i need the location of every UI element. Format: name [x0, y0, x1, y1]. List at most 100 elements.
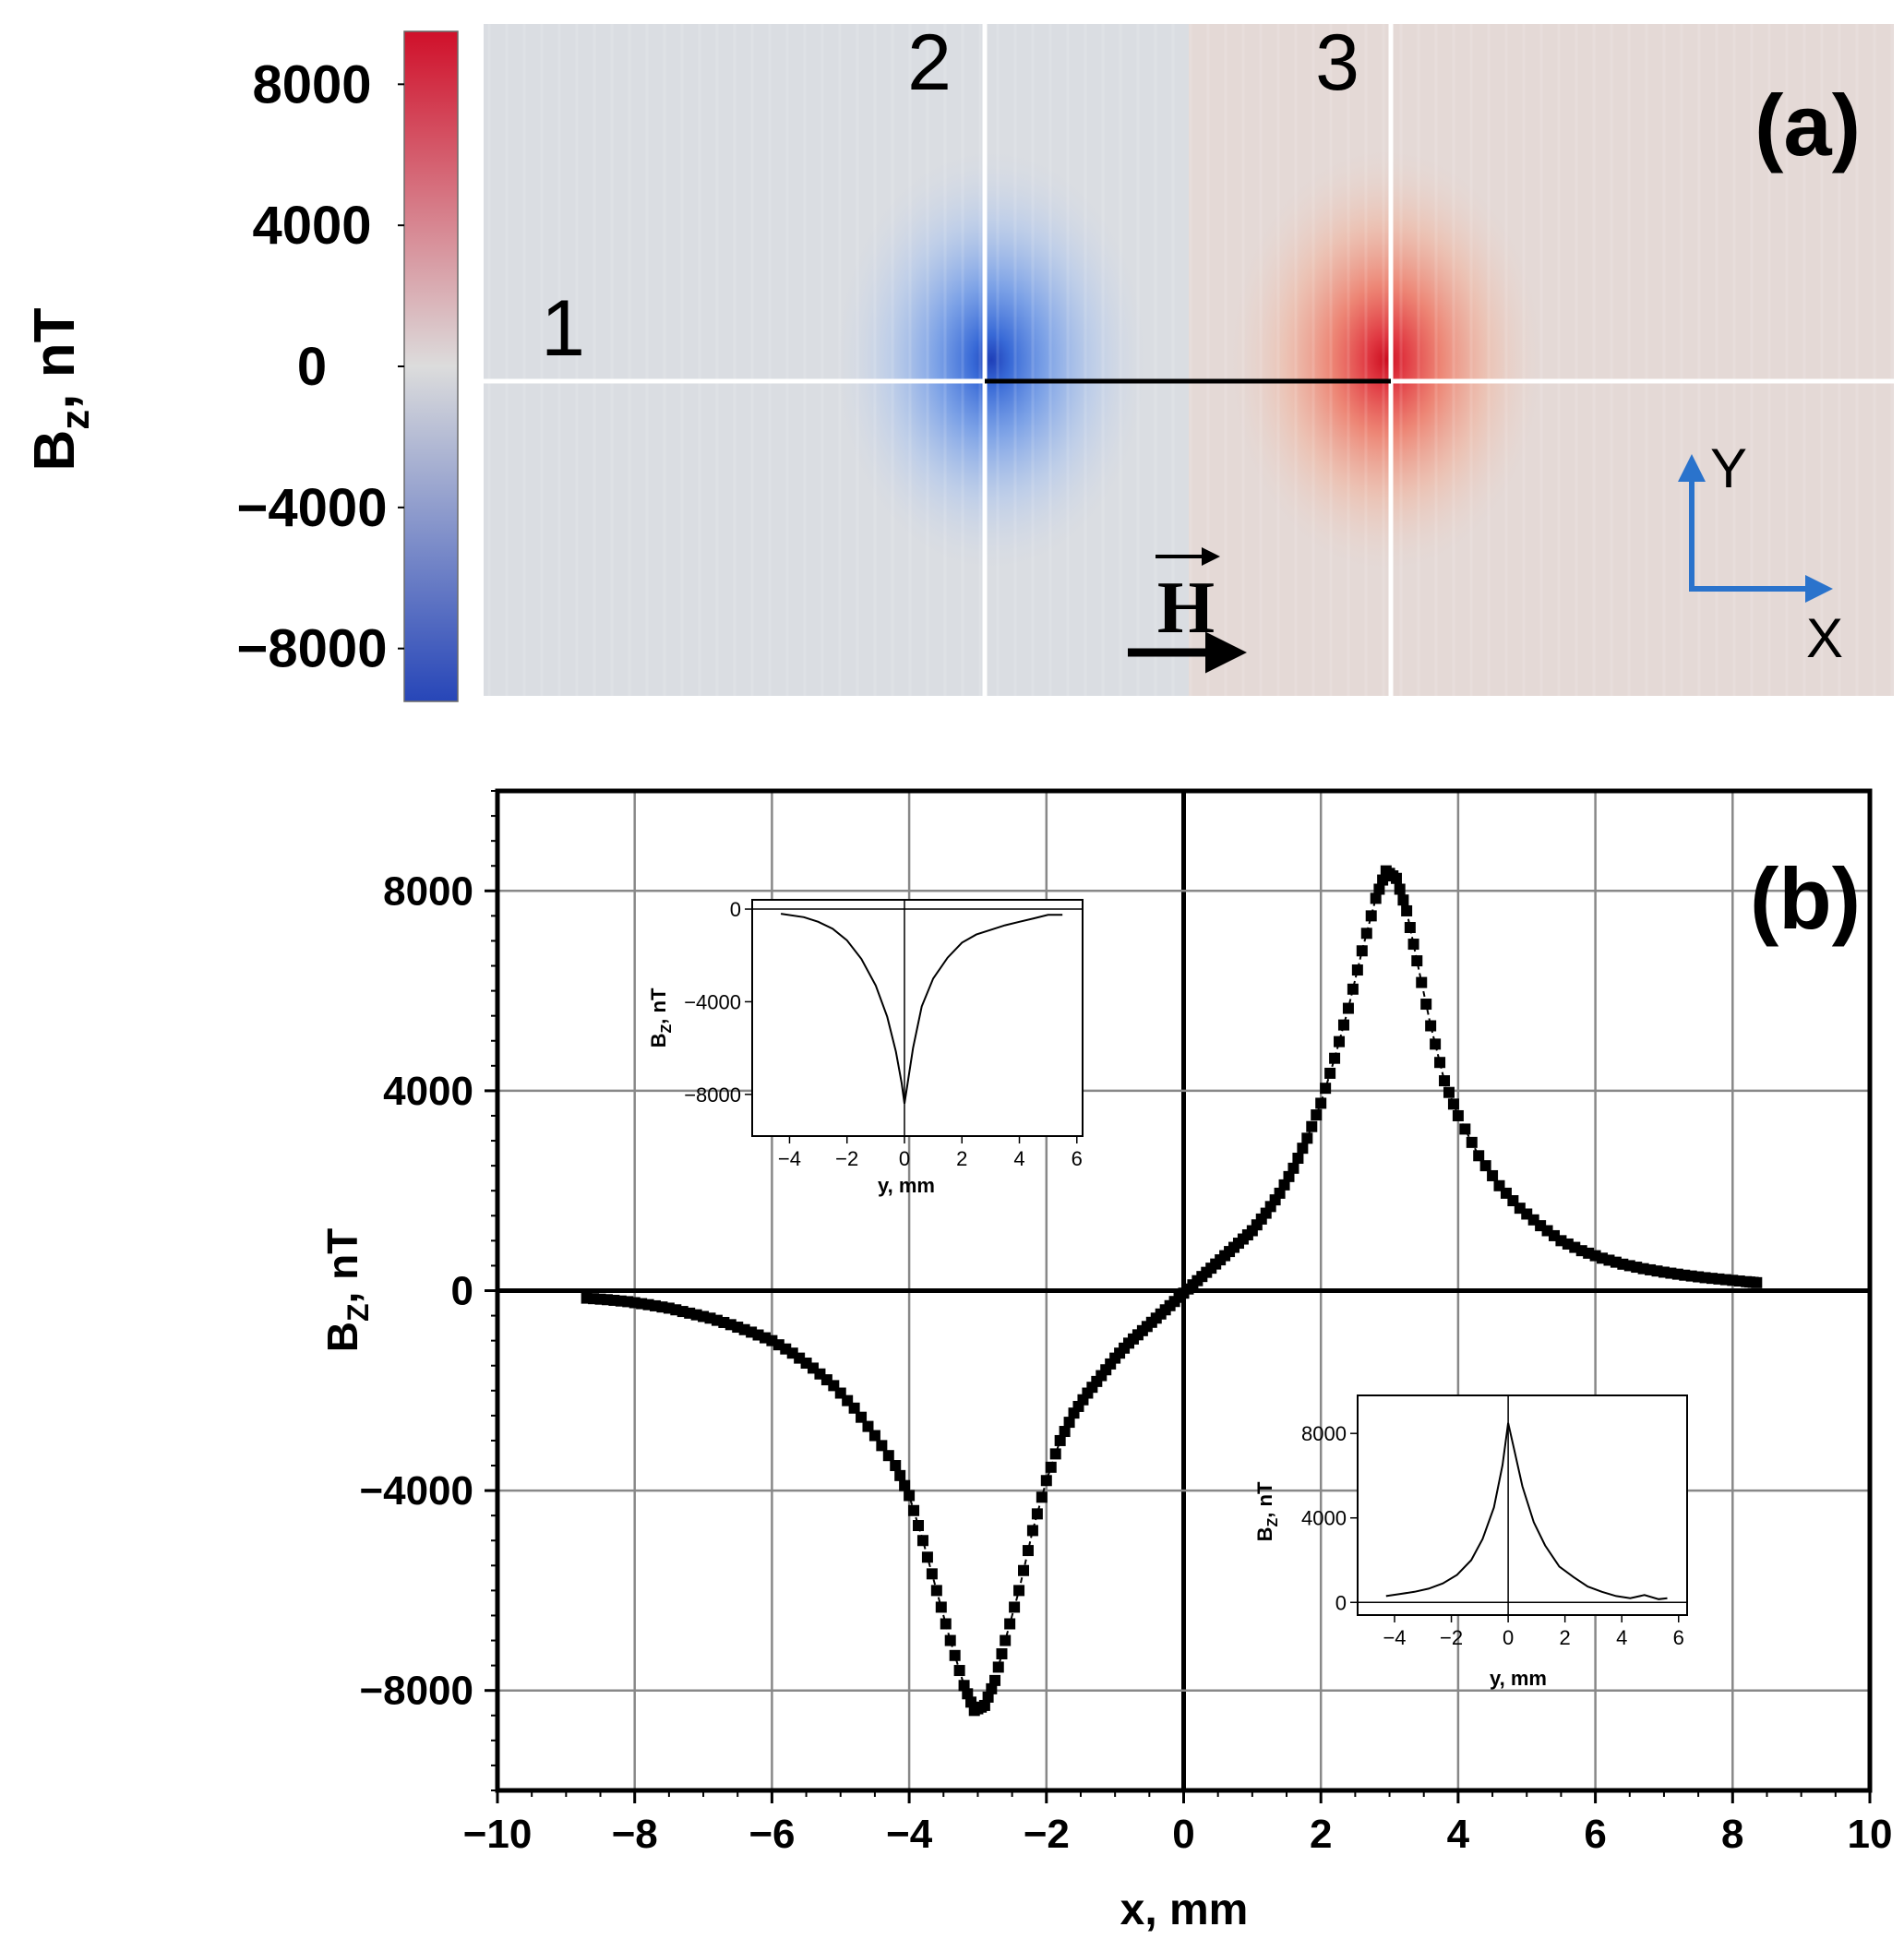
main-data-point	[1425, 1020, 1437, 1032]
main-data-point	[882, 1450, 894, 1462]
main-xtick-label: −2	[1024, 1812, 1070, 1857]
main-data-point	[1315, 1097, 1327, 1109]
field-label-h: H	[1157, 568, 1215, 649]
colorbar-tick-label: 0	[297, 337, 327, 397]
inset-1-xtick-label: 4	[1616, 1626, 1627, 1649]
svg-text:Bz, nT: Bz, nT	[23, 307, 98, 471]
main-data-point	[913, 1520, 925, 1532]
main-data-point	[916, 1535, 928, 1547]
main-data-point	[978, 1699, 990, 1711]
main-data-point	[856, 1411, 868, 1423]
inset-0-xtick-label: 4	[1013, 1147, 1024, 1170]
main-data-point	[1390, 872, 1402, 884]
x-axis-letter: X	[1806, 607, 1843, 669]
inset-0-ylabel: BZ, nT	[647, 987, 675, 1047]
inset-0-ytick-label: −8000	[684, 1083, 741, 1107]
main-ylabel-sub: Z	[341, 1303, 375, 1322]
inset-1-xtick-label: −2	[1440, 1626, 1463, 1649]
main-ytick-label: 0	[451, 1269, 473, 1314]
main-data-point	[1059, 1426, 1071, 1438]
main-xtick-label: 2	[1310, 1812, 1332, 1857]
axes-indicator: Y X	[1678, 437, 1843, 669]
main-xtick-label: −8	[612, 1812, 658, 1857]
main-ytick-label: 4000	[383, 1069, 473, 1114]
main-data-point	[890, 1460, 902, 1472]
main-data-point	[1054, 1434, 1066, 1446]
heatmap	[484, 24, 1894, 696]
main-xtick-label: 4	[1447, 1812, 1470, 1857]
colorbar-tick-label: −4000	[237, 478, 388, 538]
main-data-point	[1401, 904, 1413, 916]
main-data-point	[908, 1504, 920, 1516]
main-data-point	[1022, 1545, 1034, 1557]
main-data-point	[1420, 999, 1432, 1011]
main-data-point	[1306, 1120, 1318, 1132]
inset-0-ylabel-sub: Z	[659, 1024, 675, 1034]
inset-1-ytick-label: 0	[1335, 1591, 1347, 1614]
svg-text:BZ, nT: BZ, nT	[1253, 1481, 1281, 1541]
panel-a: Bz, nT 8000 4000 0 −4000 −8000 1 2 3 (a) H Y…	[23, 18, 1894, 702]
main-series	[581, 865, 1763, 1717]
inset-0-xtick-label: 0	[899, 1147, 910, 1170]
inset-1-ylabel: BZ, nT	[1253, 1481, 1281, 1541]
main-data-point	[904, 1490, 916, 1502]
main-data-point	[1751, 1276, 1763, 1288]
main-data-point	[1360, 928, 1372, 940]
main-data-point	[1434, 1057, 1446, 1069]
main-data-point	[1411, 955, 1423, 967]
main-data-point	[1443, 1086, 1455, 1098]
main-data-point	[1347, 983, 1359, 995]
line-label-1: 1	[541, 284, 585, 373]
main-data-point	[1278, 1179, 1290, 1191]
colorbar	[403, 30, 459, 702]
inset-1-ytick-label: 8000	[1301, 1422, 1347, 1445]
main-data-point	[848, 1402, 860, 1414]
inset-0-series-line	[780, 913, 1063, 1105]
main-data-point	[949, 1649, 961, 1661]
main-data-point	[1479, 1160, 1491, 1172]
colorbar-label-main: B	[23, 430, 87, 472]
main-data-point	[1040, 1475, 1052, 1487]
colorbar-ticks: 8000 4000 0 −4000 −8000	[237, 54, 404, 679]
main-ytick-label: −4000	[359, 1468, 473, 1514]
main-xtick-label: 0	[1172, 1812, 1194, 1857]
main-data-point	[1018, 1564, 1030, 1576]
inset-1-bg	[1357, 1394, 1688, 1616]
main-data-point	[1283, 1170, 1295, 1182]
main-xtick-label: −10	[463, 1812, 533, 1857]
main-data-point	[1297, 1143, 1309, 1155]
main-data-point	[1049, 1448, 1061, 1460]
inset-1-ytick-label: 4000	[1301, 1507, 1347, 1530]
main-data-point	[1416, 976, 1428, 988]
main-data-point	[940, 1618, 952, 1630]
main-data-point	[1031, 1508, 1043, 1520]
y-axis-letter: Y	[1710, 437, 1747, 499]
main-data-point	[935, 1601, 947, 1613]
main-data-point	[992, 1661, 1004, 1673]
main-data-point	[944, 1634, 956, 1646]
panel-label-a: (a)	[1754, 77, 1861, 174]
main-data-point	[926, 1568, 938, 1580]
main-data-point	[1370, 892, 1382, 904]
svg-text:BZ, nT: BZ, nT	[318, 1228, 375, 1353]
main-data-point	[1447, 1098, 1459, 1110]
line-label-2: 2	[907, 18, 952, 107]
inset-1-xtick-label: −4	[1383, 1626, 1406, 1649]
inset-negative-peak: −4 −2 0 2 4 6 0 −4000 −8000 y, mm BZ, nT	[647, 898, 1084, 1197]
main-data-point	[1373, 883, 1385, 895]
main-data-point	[1394, 883, 1406, 895]
main-data-point	[876, 1440, 888, 1452]
main-data-point	[1459, 1123, 1471, 1135]
colorbar-tick-label: 8000	[252, 54, 371, 114]
main-xtick-label: 10	[1848, 1812, 1893, 1857]
main-data-point	[1274, 1187, 1286, 1199]
main-data-point	[1473, 1150, 1485, 1162]
main-data-point	[1365, 910, 1377, 922]
inset-0-bg	[751, 899, 1084, 1137]
svg-text:BZ, nT: BZ, nT	[647, 987, 675, 1047]
main-xtick-label: 6	[1584, 1812, 1606, 1857]
main-data-point	[1487, 1169, 1499, 1181]
main-data-point	[1329, 1052, 1341, 1064]
